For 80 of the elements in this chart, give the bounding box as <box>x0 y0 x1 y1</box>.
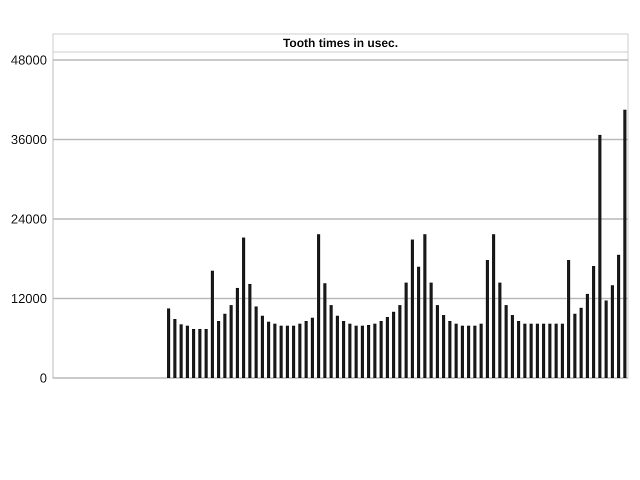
bar <box>173 319 176 378</box>
bar <box>298 324 302 378</box>
bar <box>267 322 270 378</box>
bar <box>548 324 552 378</box>
bar <box>423 234 426 378</box>
bar <box>480 324 483 378</box>
bar <box>598 134 602 378</box>
bar <box>542 324 546 378</box>
bar <box>217 321 220 378</box>
bar <box>573 314 576 378</box>
bar <box>392 312 396 378</box>
bar <box>604 300 608 378</box>
bar <box>486 260 489 378</box>
bar <box>330 305 333 378</box>
bar <box>510 315 514 378</box>
bar <box>323 283 326 378</box>
bar <box>360 326 364 378</box>
bar <box>254 306 258 378</box>
bar <box>192 328 196 378</box>
bar <box>404 282 408 378</box>
bar <box>260 316 264 378</box>
bar <box>204 328 208 378</box>
bar <box>617 254 620 378</box>
bar <box>373 324 376 378</box>
bar <box>248 284 252 378</box>
bar <box>210 270 214 378</box>
bar <box>223 314 226 378</box>
bar <box>310 318 314 378</box>
bar <box>460 326 464 378</box>
chart-title: Tooth times in usec. <box>282 36 398 50</box>
bar <box>580 308 583 378</box>
bar <box>273 324 276 378</box>
bar <box>560 324 564 378</box>
bar <box>554 324 558 378</box>
bar <box>417 266 420 378</box>
bar <box>292 326 296 378</box>
bar <box>467 326 470 378</box>
bar <box>523 324 526 378</box>
bar <box>623 110 626 378</box>
bar <box>304 321 308 378</box>
bar <box>530 324 533 378</box>
y-tick-label: 36000 <box>10 132 47 148</box>
y-tick-label: 24000 <box>10 212 47 227</box>
bar <box>504 305 508 378</box>
y-tick-label: 0 <box>40 370 47 386</box>
bar <box>167 308 170 378</box>
bar <box>442 315 446 378</box>
bar <box>517 321 520 378</box>
bar <box>454 324 458 378</box>
bar <box>410 240 414 378</box>
bar <box>386 317 389 378</box>
bar <box>198 328 202 378</box>
bar <box>592 266 596 378</box>
bar <box>180 324 183 378</box>
bar <box>317 234 320 378</box>
y-tick-label: 12000 <box>10 291 47 306</box>
bar <box>348 324 352 378</box>
bar <box>430 282 433 378</box>
bar <box>342 321 346 378</box>
bar <box>492 234 496 378</box>
bar <box>448 321 452 378</box>
bar <box>567 260 570 378</box>
bar <box>610 285 614 378</box>
bar <box>336 316 339 378</box>
bar <box>398 305 402 378</box>
bar <box>280 326 283 378</box>
bar <box>536 324 539 378</box>
bar <box>586 294 589 378</box>
bar <box>236 288 239 378</box>
bar <box>242 238 246 378</box>
y-tick-label: 48000 <box>10 52 47 68</box>
bar <box>436 305 439 378</box>
bar <box>367 325 370 378</box>
bar <box>286 326 289 378</box>
bar <box>498 282 502 378</box>
bar <box>186 326 189 378</box>
bar <box>380 321 383 378</box>
bar <box>354 326 358 378</box>
bar <box>473 326 476 378</box>
bar <box>230 305 233 378</box>
